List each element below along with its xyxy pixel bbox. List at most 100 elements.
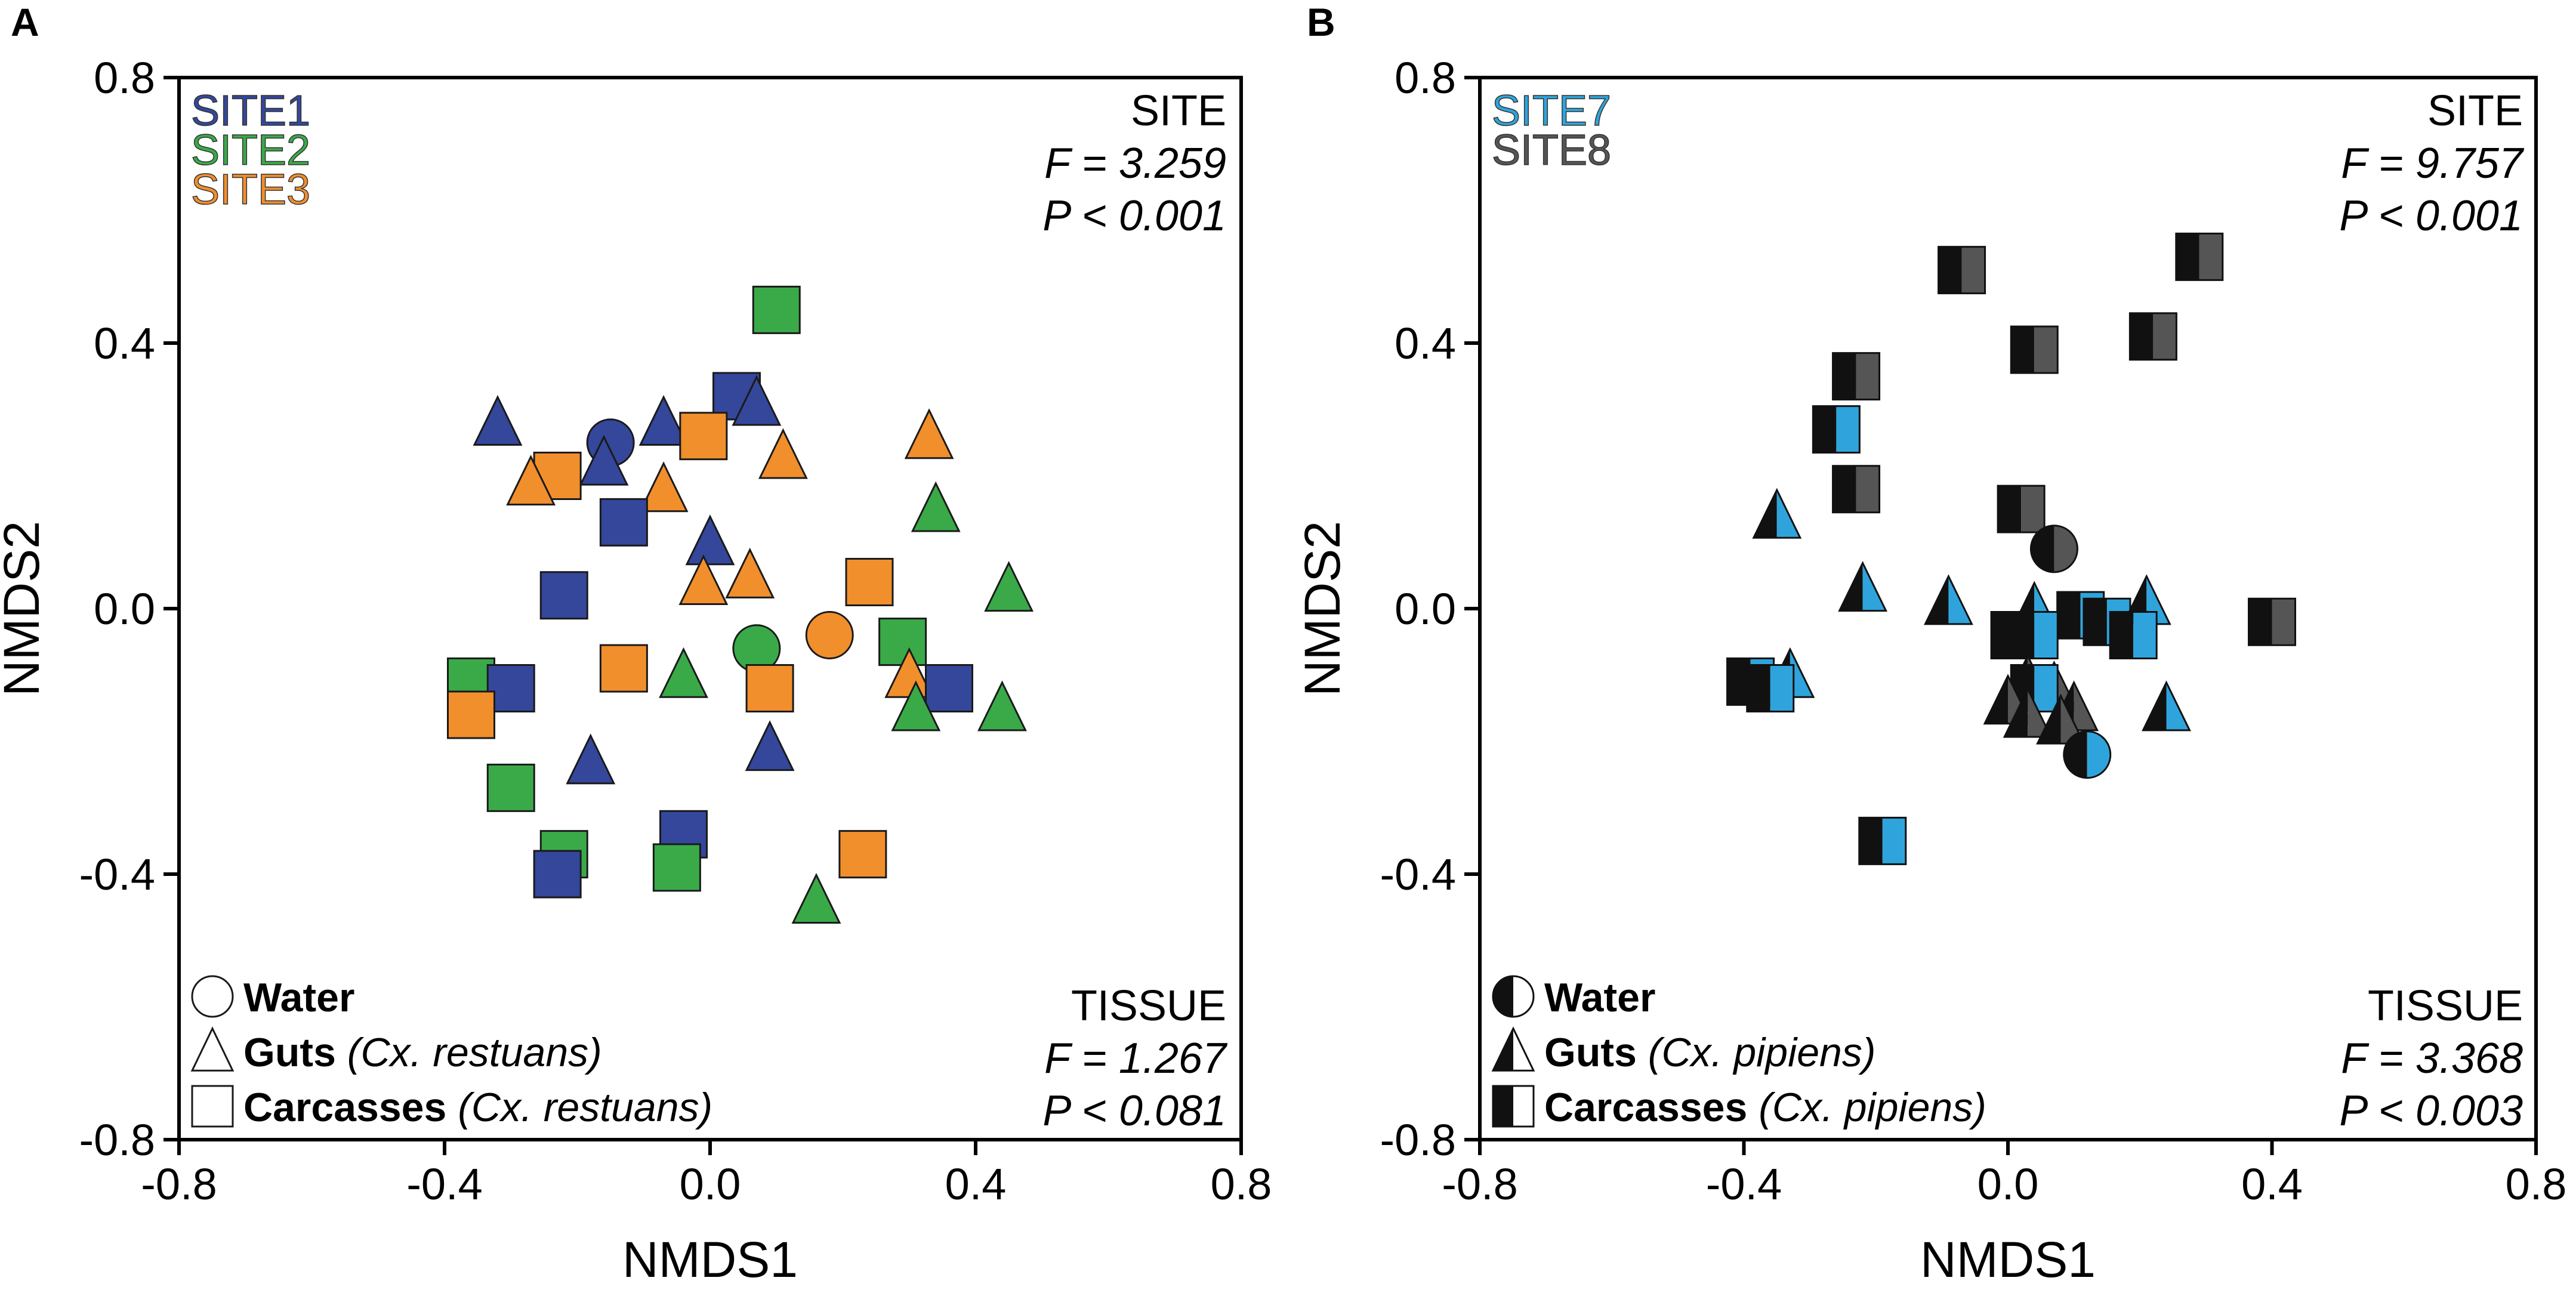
data-point-site1-square-shape	[486, 664, 535, 712]
data-point-site8-square	[2175, 232, 2224, 281]
data-point-site2-square-shape	[486, 763, 535, 812]
data-point-site8-square-outline	[1997, 485, 2046, 533]
legend-triangle-icon-shape	[190, 1026, 235, 1072]
data-point-site8-square	[1938, 246, 1986, 295]
x-tick-label: 0.8	[1211, 1159, 1272, 1209]
data-point-site7-square-left	[1859, 817, 1883, 865]
site-legend-site1: SITE1	[191, 87, 310, 135]
data-point-site3-square-shape	[845, 558, 894, 606]
y-tick-label: 0.0	[1395, 584, 1456, 634]
legend-species: (Cx. pipiens)	[1637, 1030, 1876, 1075]
data-point-site8-square-right	[1856, 353, 1880, 400]
data-point-site8-square-right	[2199, 233, 2223, 280]
x-tick-label: 0.0	[1977, 1159, 2039, 1209]
tissue-stats-p: P < 0.003	[2339, 1087, 2523, 1135]
legend-triangle-icon	[190, 1026, 235, 1072]
data-point-site2-triangle-shape	[977, 680, 1027, 732]
data-point-site8-triangle-outline	[2036, 693, 2086, 745]
data-point-site8-square-right	[2021, 486, 2045, 533]
data-point-site8-square-right	[2034, 326, 2058, 374]
data-point-site2-triangle	[791, 873, 841, 924]
data-point-site2-triangle-shape	[911, 481, 961, 532]
data-point-site3-triangle-shape	[678, 554, 729, 606]
y-tick-label: -0.4	[79, 850, 155, 899]
data-point-site7-triangle-outline	[2142, 680, 2191, 732]
panel-a: A -0.8 -0.4 0.0 0.4 0.8 0.8 0.4 0.0 -0.4 -0.8 NMDS1…	[0, 0, 1272, 1288]
legend-carcasses-label: Carcasses (Cx. restuans)	[243, 1085, 712, 1130]
data-point-site3-square	[447, 690, 495, 739]
data-point-site3-square	[599, 644, 648, 693]
data-point-site2-triangle	[659, 647, 708, 698]
legend-carcasses-label: Carcasses (Cx. pipiens)	[1544, 1085, 1986, 1130]
site-legend-site2: SITE2	[191, 126, 310, 174]
x-tick-label: -0.4	[406, 1159, 483, 1209]
y-tick-label: 0.4	[94, 319, 155, 368]
data-point-site3-circle	[805, 611, 854, 659]
data-point-site2-triangle	[984, 561, 1034, 612]
data-point-site8-circle-right	[2054, 525, 2078, 572]
data-point-site7-square-right	[2133, 612, 2157, 659]
data-point-site7-square-right	[1836, 406, 1860, 453]
legend-tissue-name: Carcasses	[1544, 1085, 1747, 1130]
data-point-site7-square-right	[1882, 817, 1906, 865]
legend-species: (Cx. restuans)	[446, 1085, 712, 1130]
data-point-site8-square-left	[1832, 465, 1856, 513]
data-point-site8-triangle	[2003, 687, 2053, 738]
data-point-site7-circle-outline	[2063, 730, 2112, 779]
data-point-site3-triangle-shape	[725, 547, 775, 598]
panel-label: A	[11, 0, 39, 44]
x-axis-label: NMDS1	[1920, 1232, 2096, 1288]
x-tick-label: 0.8	[2506, 1159, 2567, 1209]
data-point-site8-square-outline	[2248, 597, 2296, 646]
site-stats-f: F = 3.259	[1044, 140, 1226, 187]
site-legend-site8: SITE8	[1492, 126, 1611, 174]
legend-square-icon-shape	[191, 1085, 234, 1128]
data-point-site2-square	[486, 763, 535, 812]
data-point-site8-square	[2248, 597, 2296, 646]
data-point-site7-square-right	[1770, 665, 1794, 712]
data-point-site2-square-shape	[752, 285, 801, 334]
data-point-site1-triangle	[732, 375, 782, 426]
y-axis-label: NMDS2	[1294, 521, 1350, 696]
legend-water-label: Water	[243, 975, 354, 1020]
legend-square-icon-left	[1493, 1086, 1513, 1127]
legend-triangle-icon-outline	[1491, 1026, 1535, 1072]
data-point-site8-square-outline	[2175, 232, 2224, 281]
data-point-site7-square-outline	[1812, 405, 1861, 454]
data-point-site1-triangle-shape	[685, 514, 735, 566]
x-tick-label: 0.0	[680, 1159, 741, 1209]
y-tick-label: 0.8	[94, 53, 155, 103]
data-point-site1-triangle	[685, 514, 735, 566]
data-point-site2-triangle	[977, 680, 1027, 732]
data-point-site2-square-shape	[878, 618, 927, 666]
site-legend-site3: SITE3	[191, 166, 310, 214]
x-tick-label: 0.4	[945, 1159, 1007, 1209]
data-point-site7-square	[2109, 611, 2158, 659]
data-point-site8-square-right	[1961, 246, 1985, 294]
data-point-site3-triangle	[758, 428, 808, 479]
data-point-site1-square	[925, 664, 973, 712]
site-stats-p: P < 0.001	[1042, 192, 1226, 240]
data-point-site8-square-outline	[1832, 352, 1881, 401]
data-point-site8-triangle	[2036, 693, 2086, 745]
data-point-site2-triangle	[891, 680, 941, 732]
site-stats-title: SITE	[2427, 87, 2523, 135]
legend-circle-icon	[191, 975, 234, 1018]
data-point-site8-square-outline	[1938, 246, 1986, 295]
data-point-site1-triangle-shape	[732, 375, 782, 426]
legend-square-icon	[1492, 1085, 1535, 1128]
data-point-site7-triangle	[1838, 561, 1888, 612]
data-point-site8-square-outline	[2010, 325, 2059, 374]
data-point-site3-square-shape	[447, 690, 495, 739]
data-point-site7-square-left	[1813, 406, 1837, 453]
data-point-site1-square-shape	[599, 498, 648, 547]
y-axis-label: NMDS2	[0, 521, 50, 696]
data-point-site7-square-outline	[2010, 611, 2059, 659]
data-point-site3-triangle	[678, 554, 729, 606]
data-point-site7-square-left	[2083, 598, 2107, 646]
tissue-stats-f: F = 1.267	[1044, 1035, 1228, 1082]
data-point-site7-triangle	[1924, 574, 1973, 625]
data-point-site1-triangle-shape	[473, 395, 523, 446]
data-point-site8-square-left	[1938, 246, 1962, 294]
